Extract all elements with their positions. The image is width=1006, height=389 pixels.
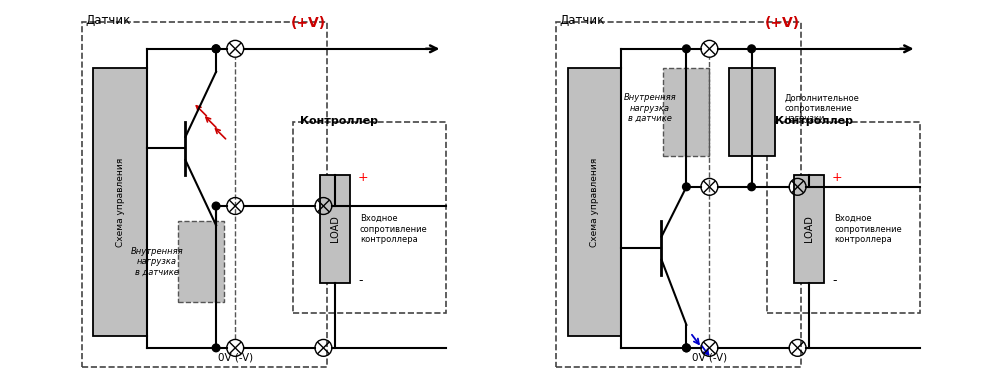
Text: Схема управления: Схема управления bbox=[116, 158, 125, 247]
Bar bbox=[94, 68, 147, 336]
Circle shape bbox=[212, 202, 220, 210]
Bar bbox=[767, 122, 920, 314]
Text: Внутренняя
нагрузка
в датчике: Внутренняя нагрузка в датчике bbox=[624, 93, 676, 123]
Circle shape bbox=[212, 45, 220, 53]
Text: (+V): (+V) bbox=[291, 16, 326, 30]
Bar bbox=[556, 22, 802, 367]
Circle shape bbox=[212, 344, 220, 352]
Circle shape bbox=[683, 344, 690, 352]
Text: Схема управления: Схема управления bbox=[590, 158, 599, 247]
Bar bbox=[728, 68, 775, 156]
Text: -: - bbox=[832, 274, 837, 287]
Text: Входное
сопротивление
контроллера: Входное сопротивление контроллера bbox=[360, 214, 428, 244]
Text: Контроллер: Контроллер bbox=[775, 116, 853, 126]
Bar bbox=[567, 68, 622, 336]
Text: Датчик: Датчик bbox=[560, 14, 606, 27]
Text: Датчик: Датчик bbox=[86, 14, 131, 27]
Circle shape bbox=[747, 183, 756, 191]
Text: Входное
сопротивление
контроллера: Входное сопротивление контроллера bbox=[834, 214, 901, 244]
Circle shape bbox=[683, 183, 690, 191]
Circle shape bbox=[747, 45, 756, 53]
Bar bbox=[178, 221, 223, 302]
Circle shape bbox=[683, 45, 690, 53]
Bar bbox=[320, 175, 350, 283]
Text: LOAD: LOAD bbox=[330, 216, 340, 242]
Text: Дополнительное
сопротивление
нагрузки: Дополнительное сопротивление нагрузки bbox=[785, 93, 859, 123]
Text: 0V (-V): 0V (-V) bbox=[217, 352, 253, 363]
Text: +: + bbox=[832, 171, 843, 184]
Text: (+V): (+V) bbox=[765, 16, 800, 30]
Text: -: - bbox=[358, 274, 362, 287]
Bar bbox=[663, 68, 709, 156]
Text: Внутренняя
нагрузка
в датчике: Внутренняя нагрузка в датчике bbox=[131, 247, 183, 277]
Bar bbox=[293, 122, 446, 314]
Circle shape bbox=[683, 344, 690, 352]
Text: LOAD: LOAD bbox=[804, 216, 814, 242]
Text: Контроллер: Контроллер bbox=[301, 116, 378, 126]
Bar bbox=[794, 175, 825, 283]
Bar bbox=[81, 22, 327, 367]
Text: +: + bbox=[358, 171, 368, 184]
Circle shape bbox=[212, 45, 220, 53]
Text: 0V (-V): 0V (-V) bbox=[692, 352, 727, 363]
